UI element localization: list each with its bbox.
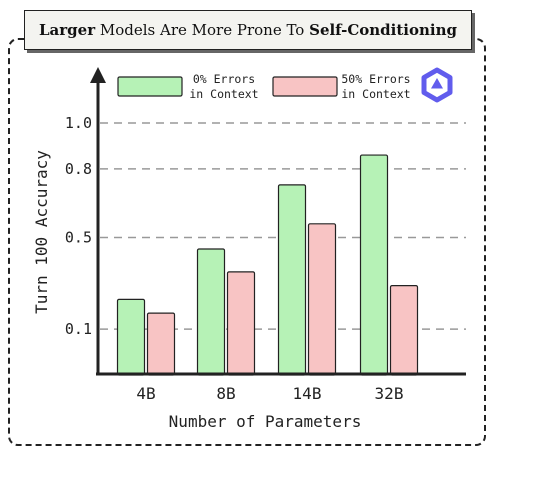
y-tick-label: 0.8 [65, 160, 92, 178]
chart-title: Larger Models Are More Prone To Self-Con… [24, 10, 472, 50]
bar-14B-series-2 [307, 223, 337, 376]
bar-4B-series-2 [146, 312, 176, 376]
x-tick-label: 4B [136, 384, 155, 403]
bar-32B-series-1 [359, 154, 389, 376]
bar-8B-series-2 [226, 271, 256, 376]
legend-swatch [272, 76, 338, 97]
y-axis-arrow-icon [90, 67, 106, 83]
bars [116, 154, 419, 376]
bar-14B-series-1 [277, 184, 307, 376]
legend-label: in Context [189, 87, 258, 101]
x-tick-label: 8B [216, 384, 235, 403]
legend-swatch [117, 76, 183, 97]
y-tick-label: 0.5 [65, 229, 92, 247]
title-middle: Models Are More Prone To [95, 21, 310, 39]
x-tick-labels: 4B 8B 14B 32B [136, 384, 403, 403]
y-axis-label: Turn 100 Accuracy [32, 150, 51, 314]
legend-label: in Context [341, 87, 410, 101]
legend-label: 50% Errors [341, 72, 410, 86]
x-tick-label: 32B [375, 384, 404, 403]
bar-32B-series-2 [389, 285, 419, 376]
x-tick-label: 14B [293, 384, 322, 403]
title-bold-1: Larger [39, 21, 96, 39]
title-bold-2: Self-Conditioning [309, 21, 457, 39]
y-tick-label: 1.0 [65, 114, 92, 132]
bar-8B-series-1 [196, 248, 226, 376]
model-logo-icon [421, 67, 453, 103]
legend-label: 0% Errors [193, 72, 255, 86]
x-axis-label: Number of Parameters [169, 412, 362, 431]
bar-4B-series-1 [116, 298, 146, 376]
y-tick-label: 0.1 [65, 320, 92, 338]
y-tick-labels: 0.1 0.5 0.8 1.0 [65, 114, 92, 338]
axes [90, 67, 466, 376]
